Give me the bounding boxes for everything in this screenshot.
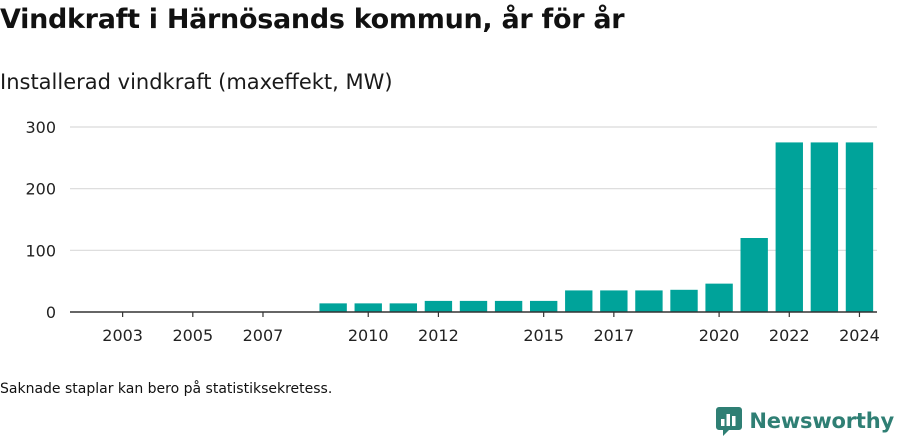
x-tick-label: 2012 bbox=[418, 326, 459, 345]
bar-2016 bbox=[565, 290, 593, 312]
y-tick-label: 200 bbox=[25, 180, 56, 199]
bar-2018 bbox=[635, 290, 663, 312]
gridlines bbox=[70, 126, 877, 251]
footnote: Saknade staplar kan bero på statistiksek… bbox=[0, 381, 333, 397]
brand-name: Newsworthy bbox=[749, 409, 894, 433]
x-tick-label: 2007 bbox=[243, 326, 284, 345]
x-tick-label: 2010 bbox=[348, 326, 389, 345]
y-tick-label: 0 bbox=[46, 303, 56, 322]
bar-2022 bbox=[775, 142, 803, 312]
newsworthy-logo-icon bbox=[716, 407, 743, 436]
chart-title: Vindkraft i Härnösands kommun, år för år bbox=[0, 4, 625, 35]
x-tick-label: 2024 bbox=[839, 326, 880, 345]
bar-2023 bbox=[810, 142, 839, 312]
x-axis: 2003 2005 2007 2010 2012 2015 2017 2020 2022 2024 bbox=[70, 311, 880, 345]
bars bbox=[319, 142, 874, 312]
bar-2014 bbox=[494, 300, 523, 312]
x-tick-label: 2017 bbox=[593, 326, 634, 345]
y-axis: 0 100 200 300 bbox=[25, 118, 56, 322]
bar-2021 bbox=[740, 238, 768, 312]
bar-2020 bbox=[705, 283, 733, 312]
bar-2019 bbox=[670, 289, 698, 312]
bar-2011 bbox=[389, 303, 418, 312]
bar-2009 bbox=[319, 303, 347, 312]
bar-2015 bbox=[529, 300, 558, 312]
bar-2012 bbox=[424, 300, 453, 312]
x-tick-label: 2003 bbox=[102, 326, 143, 345]
x-tick-label: 2005 bbox=[172, 326, 213, 345]
bar-2013 bbox=[459, 300, 488, 312]
x-tick-label: 2022 bbox=[769, 326, 810, 345]
bar-2010 bbox=[354, 303, 382, 312]
y-tick-label: 300 bbox=[25, 118, 56, 137]
chart-subtitle: Installerad vindkraft (maxeffekt, MW) bbox=[0, 70, 393, 94]
bar-2024 bbox=[845, 142, 874, 312]
bar-2017 bbox=[600, 290, 628, 312]
brand-logo: Newsworthy bbox=[715, 404, 894, 438]
x-tick-label: 2015 bbox=[523, 326, 564, 345]
x-tick-label: 2020 bbox=[699, 326, 740, 345]
y-tick-label: 100 bbox=[25, 241, 56, 260]
